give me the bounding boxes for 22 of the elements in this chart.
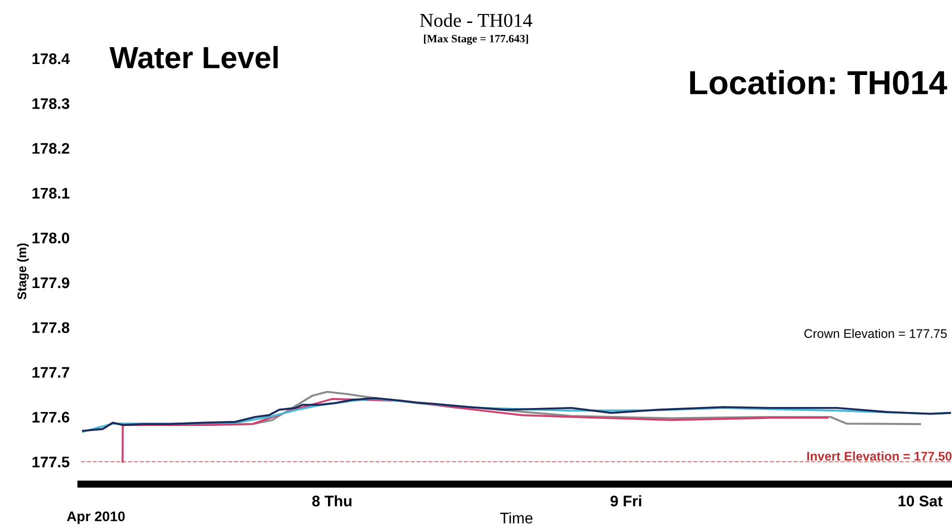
chart-subtitle: [Max Stage = 177.643] bbox=[424, 34, 528, 45]
x-tick-label: 10 Sat bbox=[898, 496, 942, 506]
y-tick-label: 178.2 bbox=[32, 142, 70, 154]
y-axis-title: Stage (m) bbox=[17, 243, 29, 300]
ref-line-label: Invert Elevation = 177.50 bbox=[807, 451, 952, 461]
y-tick-label: 177.9 bbox=[32, 277, 70, 288]
y-tick-label: 177.7 bbox=[32, 367, 70, 378]
y-tick-label: 177.6 bbox=[32, 412, 70, 423]
y-tick-label: 178.3 bbox=[32, 98, 70, 110]
x-tick-label: 8 Thu bbox=[312, 495, 352, 506]
annotation: Crown Elevation = 177.75 bbox=[804, 328, 947, 338]
annotation: Location: TH014 bbox=[690, 70, 948, 94]
text: Apr 2010 bbox=[66, 511, 125, 524]
y-tick-label: 178.1 bbox=[32, 188, 70, 199]
y-tick-label: 178.4 bbox=[32, 53, 70, 64]
y-tick-label: 177.8 bbox=[32, 322, 70, 334]
chart-title: Node - TH014 bbox=[420, 13, 532, 27]
y-tick-label: 178.0 bbox=[32, 232, 70, 244]
annotation: Water Level bbox=[110, 46, 278, 68]
x-axis-title: Time bbox=[500, 512, 532, 524]
x-tick-label: 9 Fri bbox=[610, 495, 642, 506]
y-tick-label: 177.5 bbox=[32, 456, 70, 468]
